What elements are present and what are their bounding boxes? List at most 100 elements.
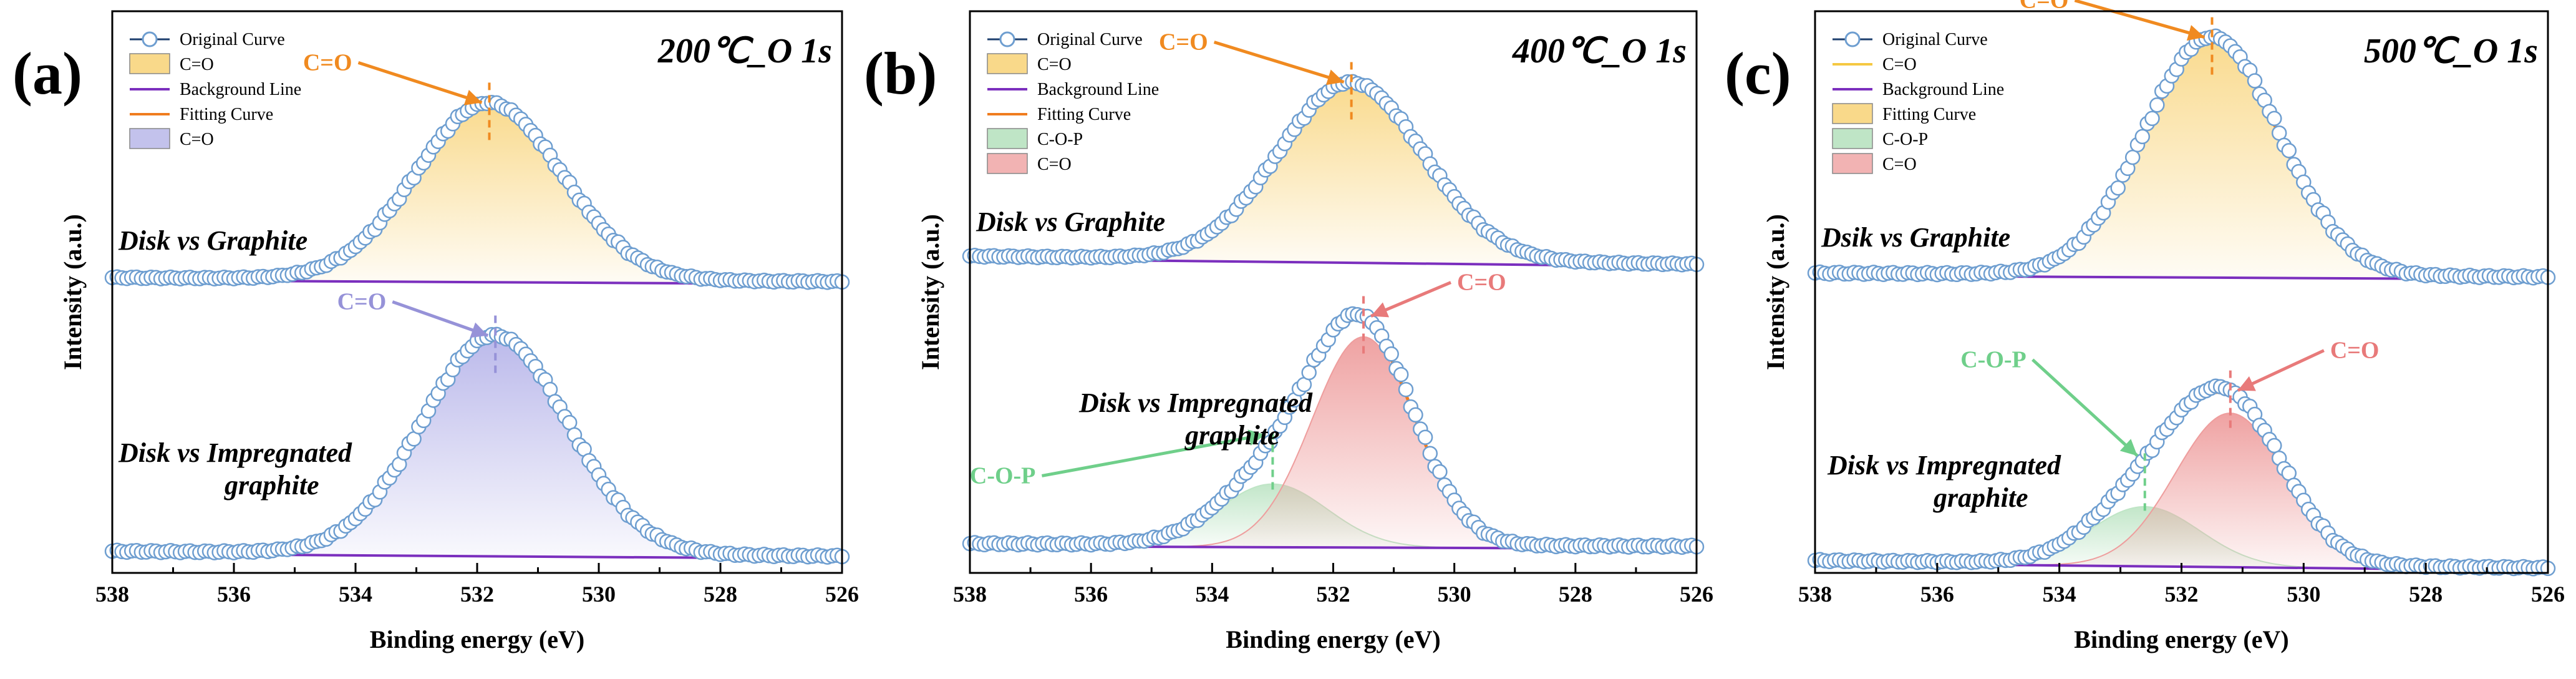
annotation-arrow (1213, 41, 1345, 84)
data-point (2110, 180, 2126, 196)
x-tick-label: 528 (704, 582, 737, 607)
legend-item: Fitting Curve (130, 105, 273, 124)
arrow-head (2237, 376, 2256, 391)
series-top: C=O Disk vs Graphite (962, 29, 1705, 273)
series-bottom: C=O Disk vs Impregnated graphite (104, 289, 850, 565)
sample-label-line1: Disk vs Impregnated (118, 437, 352, 468)
legend-label: C=O (1882, 155, 1917, 174)
peak-label-cop: C-O-P (970, 462, 1036, 489)
x-tick-label: 538 (95, 582, 129, 607)
legend-item: Original Curve (1833, 30, 1988, 49)
peak-fill-co (1815, 42, 2548, 280)
legend-item: Original Curve (130, 30, 285, 49)
panel-title: 400℃_O 1s (1512, 32, 1687, 71)
legend-swatch-circle (142, 31, 158, 47)
peak-fill-co (970, 87, 1697, 267)
annotation-arrow (1041, 432, 1266, 477)
x-tick-label: 528 (2409, 582, 2443, 607)
x-axis-title: Binding energy (eV) (370, 625, 584, 653)
sample-label: Disk vs Impregnated graphite (118, 437, 352, 501)
series-bottom: C=O C-O-P Disk vs Impregnated graphite (1807, 338, 2556, 577)
x-tick-label: 532 (2165, 582, 2199, 607)
legend-label: Background Line (180, 80, 301, 99)
peak-fill-co (1815, 413, 2548, 571)
legend-swatch-fill (129, 128, 170, 149)
x-tick-label: 536 (1074, 582, 1108, 607)
original-curve (962, 74, 1705, 273)
peak-label-co: C=O (303, 49, 352, 76)
sample-label-line2: graphite (224, 470, 319, 501)
legend: Original Curve C=O Background Line Fitting … (987, 30, 1159, 174)
data-point (2144, 110, 2160, 127)
annotation-arrow (357, 61, 483, 104)
peak-label-co: C=O (1457, 270, 1506, 296)
x-tick-label: 534 (2043, 582, 2076, 607)
original-curve (104, 94, 850, 290)
legend: Original Curve C=O Background Line Fitting … (1832, 30, 2004, 174)
legend-label: Fitting Curve (180, 105, 273, 124)
x-tick-label: 528 (1559, 582, 1592, 607)
legend-item: C-O-P (987, 128, 1083, 149)
data-point (1422, 446, 1438, 461)
legend-item: Original Curve (987, 30, 1143, 49)
legend-swatch-fill (987, 153, 1028, 174)
legend-swatch-circle (999, 31, 1015, 47)
sample-label-line1: Disk vs Impregnated (1827, 450, 2061, 481)
legend-swatch-fill (987, 53, 1028, 74)
annotation-arrow (392, 300, 489, 337)
annotation-arrow (2031, 358, 2139, 457)
x-tick-label: 530 (2287, 582, 2320, 607)
peak-fill-co (112, 107, 842, 285)
legend-item: C=O (987, 53, 1072, 74)
panel-c: C=O Dsik vs Graphite C=O C-O-P Disk vs Impre… (1725, 0, 2565, 653)
peak-label-co: C=O (337, 289, 387, 315)
data-point (2149, 97, 2165, 113)
x-tick-label: 538 (1798, 582, 1832, 607)
legend-swatch-fill (129, 53, 170, 74)
legend-label: Background Line (1037, 80, 1159, 99)
peak-label-cop: C-O-P (1960, 346, 2026, 373)
arrow-head (2186, 25, 2205, 41)
legend-item: Fitting Curve (987, 105, 1131, 124)
x-axis-title: Binding energy (eV) (1226, 625, 1440, 653)
arrow-head (470, 322, 488, 338)
peak-label-co: C=O (2330, 338, 2380, 364)
arrow-head (1371, 302, 1390, 318)
arrow-head (2119, 439, 2138, 456)
legend-label: Fitting Curve (1882, 105, 1976, 124)
annotation-arrow (2074, 0, 2206, 39)
legend-item: Background Line (130, 80, 301, 99)
sample-label-line1: Disk vs Impregnated (1078, 388, 1313, 418)
legend-item: C=O (1833, 55, 1917, 74)
sample-label: Disk vs Impregnated graphite (1827, 450, 2061, 513)
legend: Original Curve C=O Background Line Fitting … (129, 30, 301, 149)
legend-swatch-fill (1832, 128, 1873, 149)
x-tick-label: 532 (1317, 582, 1350, 607)
x-tick-label: 538 (953, 582, 987, 607)
x-tick-label: 526 (1680, 582, 1713, 607)
legend-item: C-O-P (1832, 128, 1928, 149)
legend-label: Original Curve (180, 30, 285, 49)
legend-item: Background Line (1833, 80, 2004, 99)
peak-label-co: C=O (1159, 29, 1208, 56)
x-tick-label: 534 (339, 582, 372, 607)
legend-swatch-fill (987, 128, 1028, 149)
arrow-head (1325, 69, 1344, 85)
legend-swatch-fill (1832, 103, 1873, 124)
sample-label-line2: graphite (1933, 482, 2028, 513)
data-point (2134, 129, 2151, 145)
sample-label: Disk vs Impregnated graphite (1078, 388, 1313, 451)
x-tick-label: 526 (2531, 582, 2565, 607)
legend-label: Background Line (1882, 80, 2004, 99)
panel-title: 200℃_O 1s (657, 32, 832, 71)
legend-item: Background Line (987, 80, 1159, 99)
data-point (1393, 366, 1409, 383)
data-point (1301, 364, 1317, 381)
original-curve (1807, 378, 2556, 577)
x-tick-label: 536 (1920, 582, 1954, 607)
y-axis-title: Intensity (a.u.) (59, 214, 87, 370)
original-curve (1807, 28, 2556, 286)
panel-label: (b) (864, 40, 937, 107)
x-tick-label: 526 (825, 582, 859, 607)
